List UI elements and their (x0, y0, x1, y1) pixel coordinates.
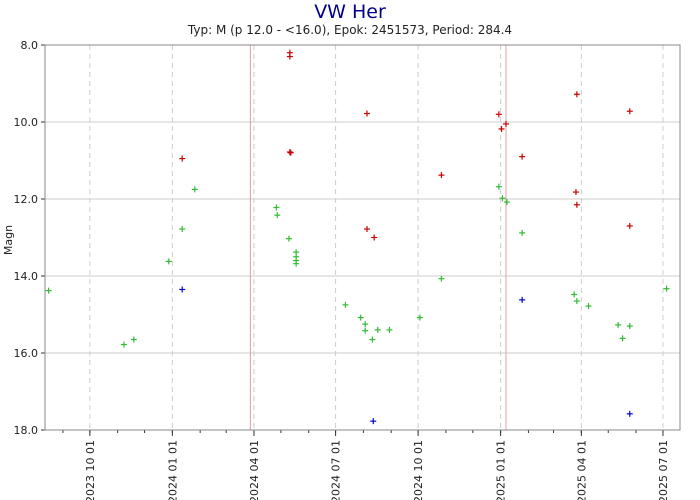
x-tick-label: 2025 01 01 (495, 440, 508, 500)
y-tick-label: 14.0 (14, 270, 39, 283)
data-point-red (572, 189, 579, 196)
data-point-red (626, 222, 633, 229)
y-tick-label: 8.0 (21, 39, 39, 52)
data-point-green (274, 212, 281, 219)
data-point-green (499, 195, 506, 202)
data-point-red (287, 149, 294, 156)
data-point-green (626, 323, 633, 330)
data-point-red (286, 149, 293, 156)
data-point-blue (370, 418, 377, 425)
data-point-red (573, 91, 580, 98)
epoch-lines (249, 45, 507, 430)
data-point-blue (179, 286, 186, 293)
data-points (45, 49, 670, 425)
data-point-green (120, 341, 127, 348)
plot-frame (44, 44, 681, 431)
data-point-green (165, 258, 172, 265)
data-point-red (363, 226, 370, 233)
data-point-red (438, 172, 445, 179)
axes: 8.0 10.0 12.0 14.0 16.0 18.0 2023 10 01 2024 01… (14, 39, 681, 500)
data-point-green (416, 314, 423, 321)
data-point-green (273, 204, 280, 211)
x-tick-label: 2025 07 01 (657, 440, 670, 500)
data-point-green (495, 183, 502, 190)
x-tick-label: 2024 01 01 (166, 440, 179, 500)
x-tick-label: 2024 04 01 (248, 440, 261, 500)
data-point-blue (626, 410, 633, 417)
data-point-red (286, 53, 293, 60)
data-point-red (573, 201, 580, 208)
data-point-red (503, 120, 510, 127)
data-point-green (503, 199, 510, 206)
data-point-red (371, 234, 378, 241)
y-tick-label: 18.0 (14, 424, 39, 437)
data-point-green (374, 326, 381, 333)
data-point-green (438, 275, 445, 282)
data-point-green (130, 336, 137, 343)
data-point-green (386, 326, 393, 333)
x-tick-label: 2025 04 01 (575, 440, 588, 500)
data-point-red (363, 110, 370, 117)
data-point-red (626, 108, 633, 115)
y-tick-label: 10.0 (14, 116, 39, 129)
y-axis-label: Magn (2, 225, 15, 255)
x-tick-label: 2023 10 01 (84, 440, 97, 500)
data-point-red (498, 125, 505, 132)
data-point-green (179, 226, 186, 233)
data-point-blue (519, 296, 526, 303)
y-tick-label: 16.0 (14, 347, 39, 360)
y-tick-label: 12.0 (14, 193, 39, 206)
data-point-green (285, 235, 292, 242)
chart-title: VW Her (314, 1, 386, 23)
data-point-red (519, 153, 526, 160)
data-point-green (362, 321, 369, 328)
data-point-green (585, 303, 592, 310)
data-point-green (191, 186, 198, 193)
data-point-green (619, 335, 626, 342)
data-point-green (45, 287, 52, 294)
data-point-red (495, 111, 502, 118)
data-point-green (615, 321, 622, 328)
grid-layer (45, 44, 680, 431)
data-point-green (357, 314, 364, 321)
data-point-green (519, 229, 526, 236)
data-point-green (573, 298, 580, 305)
x-tick-label: 2024 07 01 (330, 440, 343, 500)
data-point-red (179, 155, 186, 162)
x-tick-label: 2024 10 01 (412, 440, 425, 500)
data-point-green (342, 301, 349, 308)
chart-subtitle: Typ: M (p 12.0 - <16.0), Epok: 2451573, … (187, 23, 512, 37)
data-point-green (362, 327, 369, 334)
data-point-green (663, 285, 670, 292)
data-point-green (369, 336, 376, 343)
data-point-green (571, 291, 578, 298)
data-point-green (293, 260, 300, 267)
